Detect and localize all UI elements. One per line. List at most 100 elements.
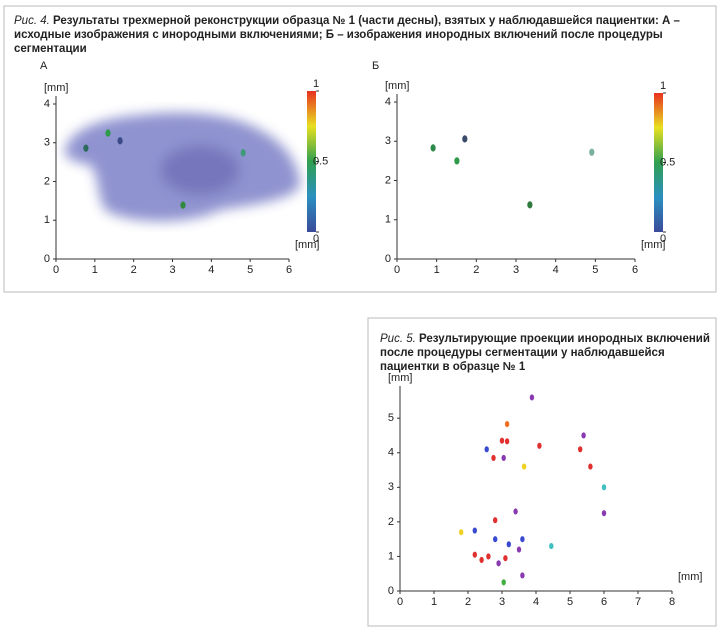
colorbar-tick-label: 0 [660,233,666,245]
x-tick-label: 2 [465,596,471,608]
figure4-frame [3,5,717,293]
inclusion [83,144,89,152]
y-tick-label: 4 [388,447,394,459]
x-tick-label: 2 [473,264,479,276]
inclusion [503,555,508,562]
y-tick-label: 1 [385,214,391,226]
x-tick-label: 6 [632,264,638,276]
y-tick-label: 0 [44,253,50,265]
x-axis-label: [mm] [678,571,702,583]
inclusion [537,442,542,449]
colorbar [307,91,316,232]
x-tick-label: 6 [601,596,607,608]
x-tick-label: 7 [635,596,641,608]
x-tick-label: 3 [169,264,175,276]
figure4-caption: Рис. 4. Результаты трехмерной реконструк… [14,14,704,56]
y-axis-label: [mm] [385,80,409,92]
inclusion [504,420,510,428]
x-tick-label: 4 [208,264,214,276]
inclusion [491,454,496,462]
inclusion [501,454,506,462]
inclusion [459,529,464,536]
x-tick-label: 3 [499,596,505,608]
y-tick-label: 1 [44,214,50,226]
x-tick-label: 5 [592,264,598,276]
x-tick-label: 5 [567,596,573,608]
inclusion [529,394,535,401]
inclusion [516,546,522,553]
inclusion [601,484,607,491]
inclusion [479,556,484,563]
inclusion [520,536,525,543]
inclusion [581,432,586,439]
inclusion [504,438,510,445]
inclusion [501,579,506,586]
inclusion [493,517,498,524]
inclusion [105,129,111,137]
inclusion [472,527,477,534]
x-tick-label: 0 [394,264,400,276]
inclusion [486,553,491,560]
tissue-cloud [64,112,300,222]
x-tick-label: 0 [53,264,59,276]
colorbar-tick-label: 0 [313,233,319,245]
inclusion [588,463,593,470]
inclusion [240,149,246,157]
y-tick-label: 3 [388,481,394,493]
inclusion [430,144,436,152]
y-tick-label: 2 [385,174,391,186]
panel-label: А [40,60,48,72]
inclusion [493,536,498,543]
x-tick-label: 5 [247,264,253,276]
inclusion [117,137,123,145]
figure5-frame [367,317,717,627]
colorbar-tick-label: 0.5 [660,156,675,168]
inclusion [578,446,583,453]
x-axis-label: [mm] [641,239,665,251]
figure-label: Рис. 4. [14,15,50,27]
y-tick-label: 0 [388,585,394,597]
inclusion [484,446,489,453]
x-tick-label: 1 [92,264,98,276]
inclusion [520,572,525,579]
x-tick-label: 4 [533,596,539,608]
y-tick-label: 4 [385,96,391,108]
x-tick-label: 4 [553,264,559,276]
colorbar-tick-label: 0.5 [313,155,328,167]
y-tick-label: 4 [44,98,50,110]
y-tick-label: 3 [385,135,391,147]
inclusion [527,201,533,209]
inclusion [462,135,468,143]
y-tick-label: 3 [44,137,50,149]
colorbar-tick-label: 1 [660,80,666,92]
figure5-caption: Рис. 5. Результирующие проекции инородны… [380,332,710,374]
y-tick-label: 2 [388,516,394,528]
colorbar-tick-label: 1 [313,78,319,90]
x-tick-label: 8 [669,596,675,608]
y-tick-label: 1 [388,550,394,562]
x-tick-label: 3 [513,264,519,276]
panel-label: Б [372,60,379,72]
inclusion [513,508,518,515]
inclusion [496,560,501,567]
inclusion [499,437,505,444]
inclusion [472,551,477,558]
inclusion [589,148,595,156]
figure-label: Рис. 5. [380,333,416,345]
inclusion [549,542,554,550]
inclusion [521,463,527,470]
y-tick-label: 5 [388,412,394,424]
inclusion [506,541,511,548]
y-tick-label: 0 [385,253,391,265]
caption-text: Результаты трехмерной реконструкции обра… [14,15,680,55]
y-axis-label: [mm] [388,372,412,384]
inclusion [454,157,460,165]
x-tick-label: 6 [286,264,292,276]
caption-text: Результирующие проекции инородных включе… [380,333,710,373]
x-axis-label: [mm] [295,239,319,251]
y-axis-label: [mm] [44,82,68,94]
inclusion [601,510,607,517]
colorbar [654,93,663,232]
